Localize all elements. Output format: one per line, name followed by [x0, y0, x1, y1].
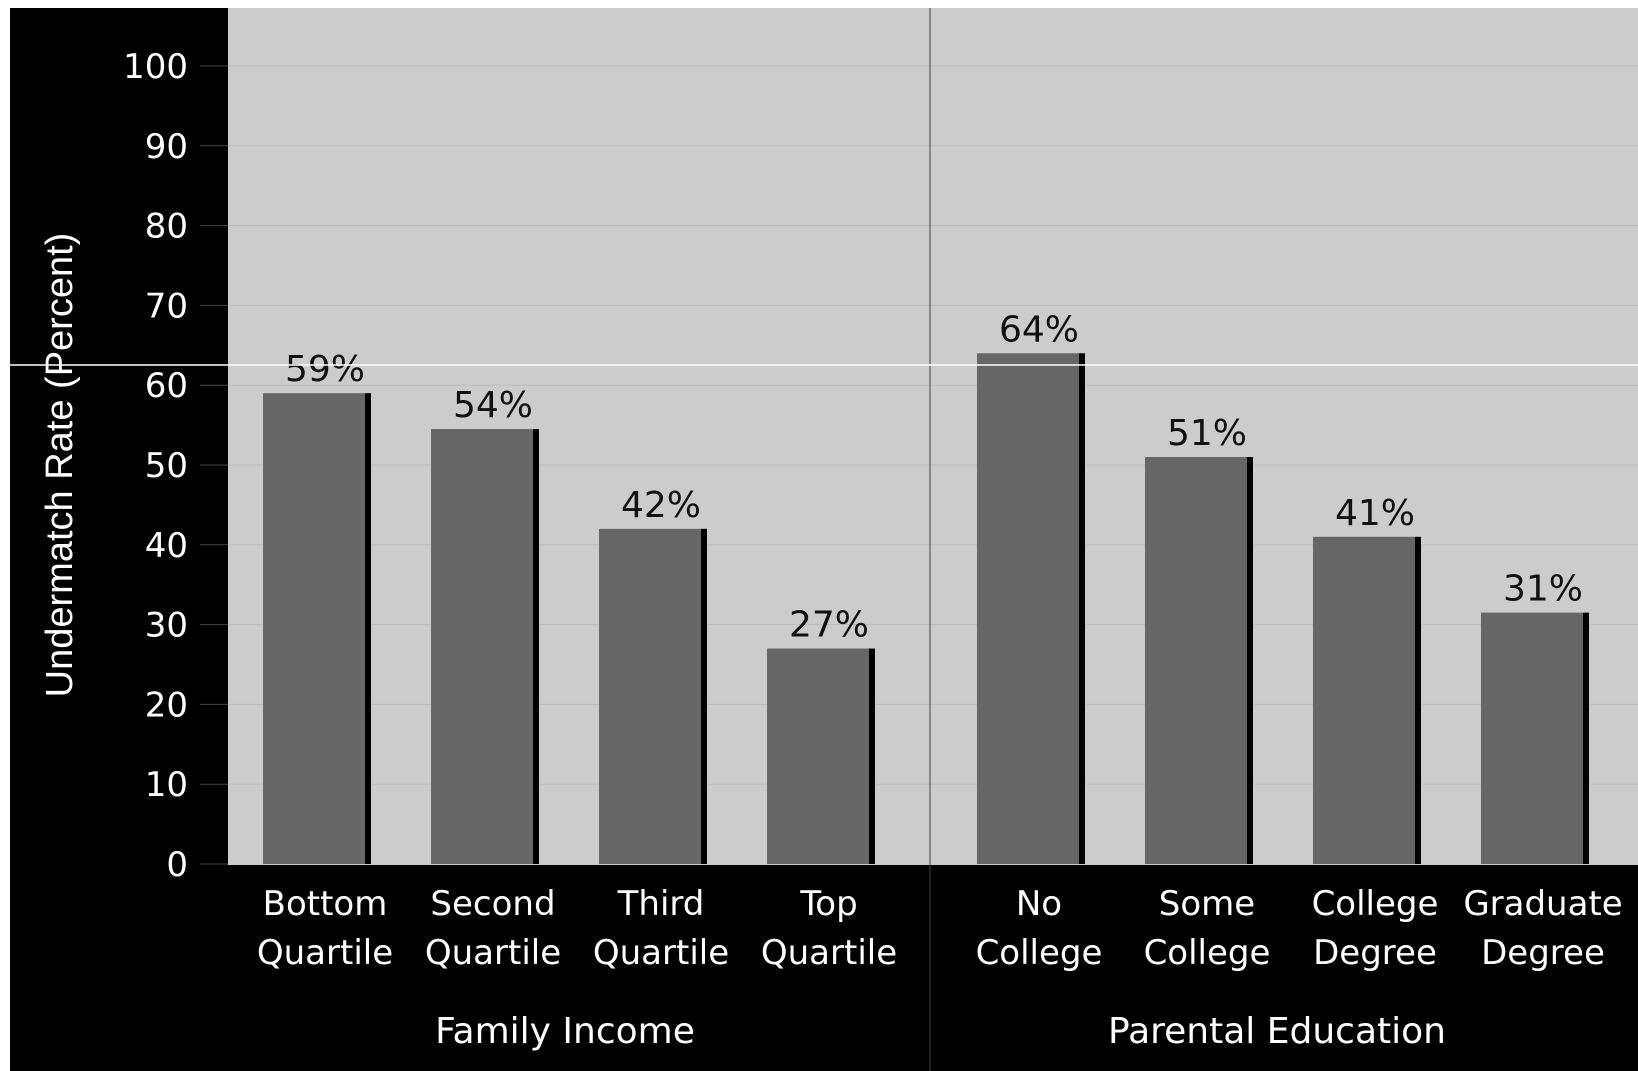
data-label: 42%: [621, 485, 701, 526]
group-labels: Family Income Parental Education: [435, 1011, 1446, 1052]
category-label: Quartile: [257, 933, 393, 973]
category-label: College: [976, 933, 1103, 973]
category-label: Graduate: [1463, 884, 1622, 924]
bar-edge: [869, 648, 875, 864]
data-label: 54%: [453, 385, 533, 426]
category-label: Degree: [1313, 933, 1437, 973]
bar-edge: [1247, 457, 1253, 864]
category-label: College: [1312, 884, 1439, 924]
top-white-strip: [0, 0, 1638, 8]
data-labels: 59% 54% 42% 27% 64% 51% 41% 31%: [285, 309, 1583, 645]
bar: [599, 528, 701, 864]
category-label: Degree: [1481, 933, 1605, 973]
bar-edge: [1583, 612, 1589, 864]
data-label: 59%: [285, 349, 365, 390]
group-label: Family Income: [435, 1011, 695, 1052]
category-label: Bottom: [263, 884, 388, 924]
bar-edge: [701, 528, 707, 864]
y-tick-label: 30: [145, 606, 188, 646]
y-axis-title: Undermatch Rate (Percent): [39, 233, 81, 698]
category-label: Quartile: [425, 933, 561, 973]
y-tick-label: 70: [145, 286, 188, 326]
bar: [1313, 536, 1415, 864]
bar: [263, 393, 365, 864]
bar: [431, 429, 533, 864]
bar-edge: [365, 393, 371, 864]
data-label: 27%: [789, 605, 869, 646]
y-tick-label: 50: [145, 446, 188, 486]
bar-edge: [533, 429, 539, 864]
category-label: Top: [799, 884, 857, 924]
y-axis-ticks: 0 10 20 30 40 50 60 70 80 90 100: [123, 47, 228, 885]
y-tick-label: 0: [166, 845, 188, 885]
y-tick-label: 40: [145, 526, 188, 566]
y-tick-label: 10: [145, 765, 188, 805]
bar: [1481, 612, 1583, 864]
bar: [1145, 457, 1247, 864]
y-tick-label: 100: [123, 47, 188, 87]
bar: [977, 353, 1079, 864]
data-label: 64%: [999, 309, 1079, 350]
category-label: Quartile: [761, 933, 897, 973]
bar-edge: [1079, 353, 1085, 864]
category-label: No: [1016, 884, 1062, 924]
category-label: Quartile: [593, 933, 729, 973]
data-label: 51%: [1167, 413, 1247, 454]
data-label: 31%: [1503, 569, 1583, 610]
category-label: Second: [430, 884, 555, 924]
bar-edge: [1415, 536, 1421, 864]
bar: [767, 648, 869, 864]
bars: [263, 353, 1589, 864]
y-tick-label: 90: [145, 127, 188, 167]
x-axis-labels: Bottom Quartile Second Quartile Third Quartil…: [257, 884, 1623, 973]
y-tick-label: 20: [145, 685, 188, 725]
category-label: College: [1144, 933, 1271, 973]
group-label: Parental Education: [1108, 1011, 1446, 1052]
category-label: Some: [1159, 884, 1255, 924]
y-tick-label: 60: [145, 366, 188, 406]
data-label: 41%: [1335, 493, 1415, 534]
y-tick-label: 80: [145, 207, 188, 247]
category-label: Third: [617, 884, 705, 924]
